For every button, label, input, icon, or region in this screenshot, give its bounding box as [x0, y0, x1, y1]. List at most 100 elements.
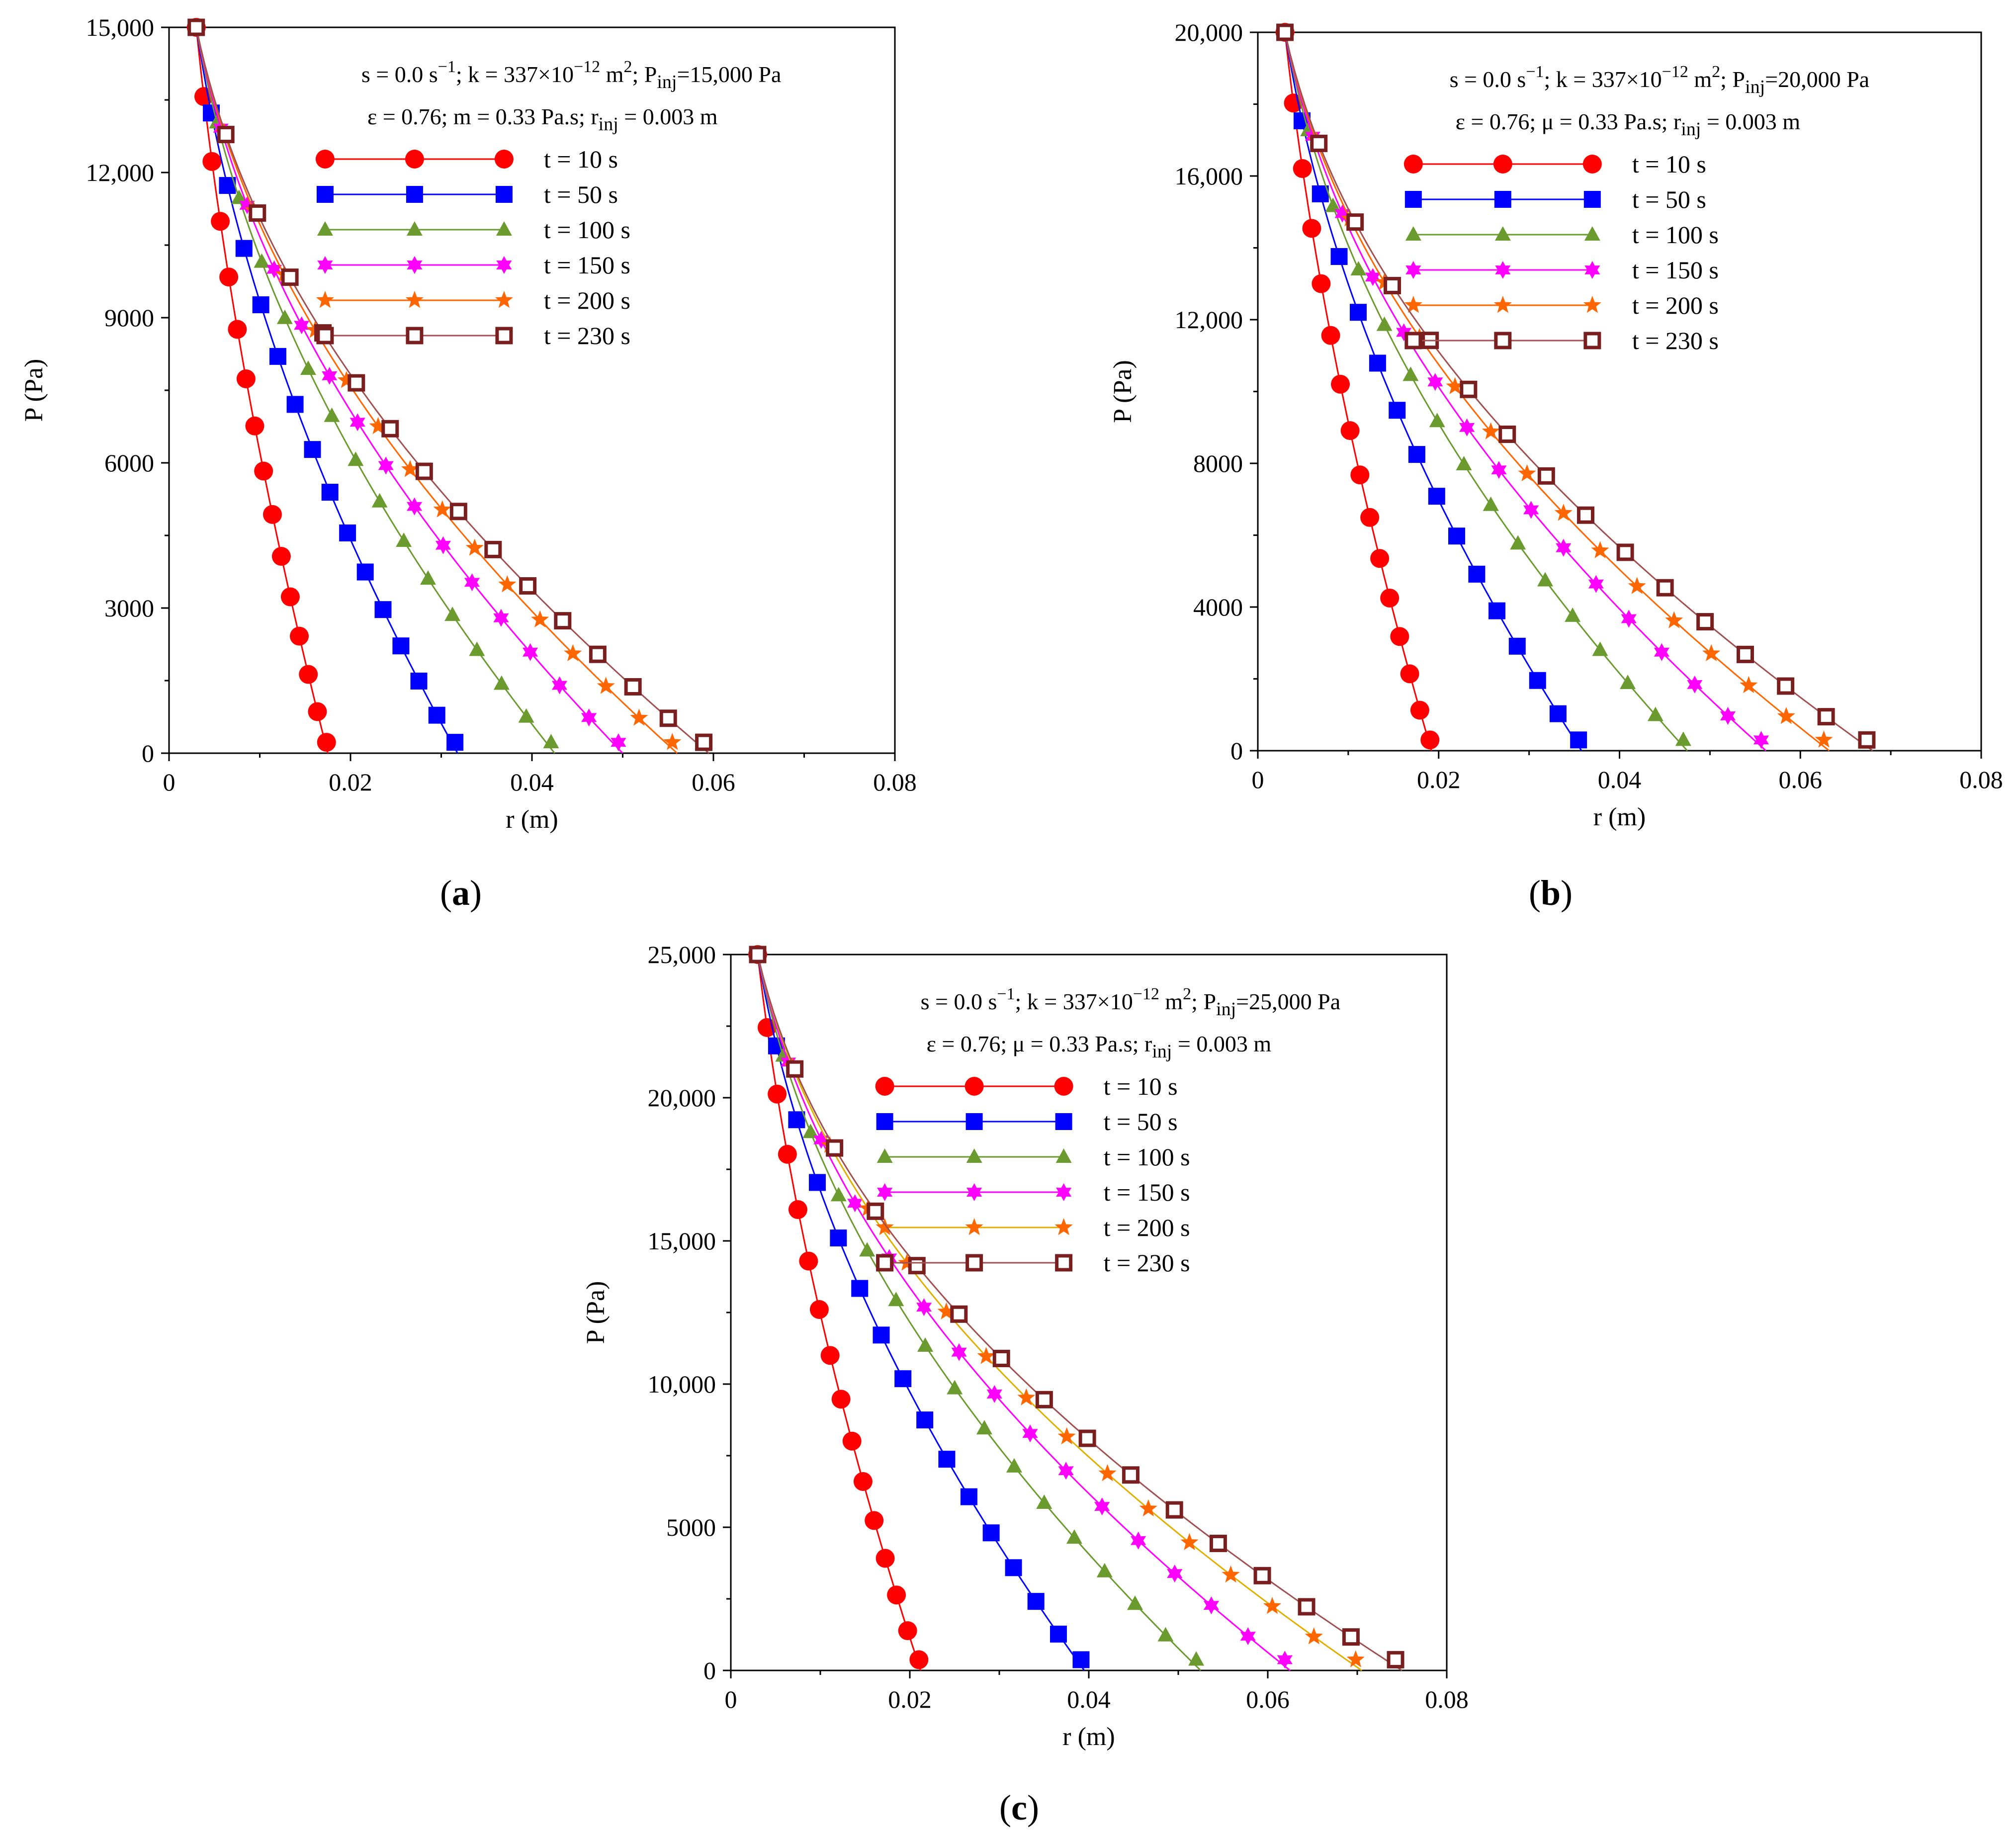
y-tick-label: 16,000: [1175, 162, 1243, 190]
data-point: [1365, 268, 1381, 286]
data-point: [1349, 304, 1367, 321]
data-point: [1588, 575, 1604, 593]
data-point: [348, 374, 365, 392]
data-point: [1209, 1534, 1227, 1552]
data-point: [308, 702, 327, 721]
data-point: [1165, 1501, 1183, 1519]
data-point: [778, 1144, 797, 1164]
data-point: [1446, 377, 1464, 394]
data-point: [876, 1549, 895, 1568]
data-point: [217, 126, 235, 144]
legend-label: t = 200 s: [1632, 291, 1719, 319]
data-point: [1094, 1497, 1110, 1516]
legend-marker: [1493, 296, 1512, 313]
legend-marker: [407, 256, 423, 274]
data-point: [977, 1347, 995, 1364]
data-point: [337, 371, 355, 388]
legend-entry: t = 50 s: [316, 180, 618, 208]
y-axis-label: P (Pa): [1109, 360, 1137, 423]
data-point: [1570, 731, 1587, 749]
y-tick-label: 8000: [1193, 449, 1243, 477]
data-point: [589, 645, 607, 663]
data-point: [1410, 700, 1429, 720]
series-line: [195, 27, 555, 754]
data-point: [428, 706, 445, 724]
data-point: [1027, 1593, 1045, 1610]
legend-marker: [1583, 296, 1601, 313]
data-point: [986, 1385, 1002, 1403]
series-line: [1284, 32, 1830, 752]
x-tick-label: 0.06: [1246, 1685, 1290, 1713]
legend-marker: [494, 150, 514, 169]
panel-label-a: (a): [440, 873, 482, 913]
chart-panel-b: 0 0.02 0.04 0.06 0.08 0 4000 8000 12,000 16,000 20…: [1109, 18, 2003, 831]
legend-marker: [1584, 261, 1600, 279]
data-point: [1400, 664, 1419, 684]
legend-label: t = 150 s: [1104, 1178, 1190, 1206]
data-point: [830, 1187, 847, 1202]
data-point: [554, 612, 572, 630]
data-point: [433, 500, 451, 518]
data-point: [1370, 549, 1390, 568]
data-point: [519, 577, 537, 595]
data-point: [286, 396, 304, 413]
series-line: [195, 27, 709, 754]
data-point: [1628, 577, 1646, 594]
series-t10: [748, 945, 929, 1671]
data-point: [1817, 708, 1835, 726]
series-t230: [1276, 23, 1876, 752]
legend-label: t = 150 s: [1632, 256, 1719, 284]
legend-marker: [877, 1183, 893, 1201]
data-point: [865, 1511, 884, 1530]
data-point: [1305, 1627, 1323, 1645]
data-point: [1577, 506, 1594, 524]
data-point: [1380, 588, 1400, 608]
data-point: [518, 708, 534, 723]
data-point: [1656, 579, 1674, 597]
data-point: [1428, 488, 1445, 505]
legend-marker: [1495, 261, 1511, 279]
data-point: [788, 1200, 807, 1220]
data-point: [695, 733, 713, 751]
data-point: [1702, 644, 1721, 661]
data-point: [1456, 455, 1472, 470]
legend-marker: [876, 1254, 894, 1272]
data-point: [1180, 1533, 1199, 1550]
y-tick-label: 5000: [666, 1513, 716, 1541]
data-point: [1498, 425, 1516, 443]
data-point: [1390, 627, 1409, 646]
data-point: [420, 570, 436, 585]
data-point: [831, 1390, 851, 1409]
legend-entry: t = 10 s: [315, 145, 618, 173]
data-point: [1387, 1651, 1404, 1668]
data-point: [1777, 677, 1795, 695]
series-t230: [187, 18, 713, 754]
legend-marker: [1584, 226, 1600, 241]
series-line: [757, 954, 1202, 1671]
data-point: [1518, 464, 1536, 482]
data-point: [1523, 501, 1539, 519]
data-point: [254, 253, 270, 268]
data-point: [1222, 1565, 1240, 1583]
x-tick-label: 0: [163, 768, 175, 796]
data-point: [786, 1060, 804, 1078]
data-point: [1777, 707, 1795, 724]
series-t100: [750, 946, 1205, 1671]
data-point: [280, 587, 300, 607]
y-tick-label: 20,000: [648, 1084, 716, 1112]
data-point: [219, 267, 239, 287]
legend-marker: [1583, 332, 1601, 350]
data-point: [809, 1174, 826, 1191]
data-point: [1736, 645, 1754, 663]
legend-marker: [966, 1148, 982, 1163]
data-point: [1592, 641, 1608, 656]
legend-marker: [1404, 191, 1422, 208]
data-point: [788, 1111, 805, 1129]
data-point: [239, 196, 255, 214]
legend-marker: [496, 256, 512, 274]
data-point: [1276, 23, 1294, 41]
y-tick-label: 0: [1230, 737, 1243, 765]
data-point: [1350, 261, 1367, 275]
data-point: [1057, 1427, 1076, 1445]
data-point: [1072, 1651, 1090, 1668]
